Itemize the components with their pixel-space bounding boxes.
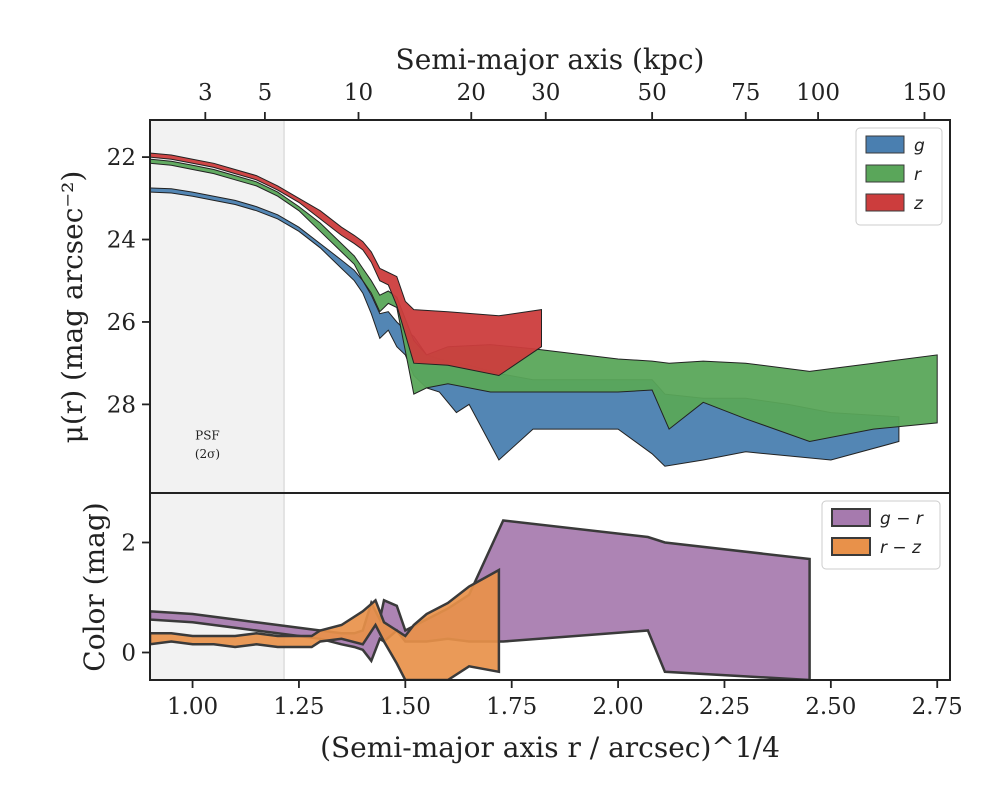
x-axis-label: (Semi-major axis r / arcsec)^1/4: [320, 731, 780, 764]
kpc-tick-label: 10: [344, 80, 373, 106]
x-tick-label: 2.50: [805, 694, 856, 720]
legend-label-g: g: [914, 136, 925, 156]
band-r: [151, 158, 938, 443]
legend-swatch-g: [865, 135, 905, 154]
legend-swatch-g-minus-r: [831, 508, 871, 527]
legend-label-g-minus-r: g − r: [880, 509, 924, 529]
y-tick-label-top: 28: [107, 392, 136, 418]
psf-shaded-region-lower: [150, 493, 285, 680]
color-series: [151, 519, 811, 679]
legends: grz g − r r − z: [821, 127, 943, 570]
top-axis-label: Semi-major axis (kpc): [396, 43, 705, 76]
kpc-tick-label: 3: [198, 80, 213, 106]
y-tick-label-top: 22: [107, 145, 136, 171]
psf-label: PSF: [195, 428, 220, 442]
y-axis-label-bottom: Color (mag): [78, 502, 111, 671]
legend-label-r: r: [914, 165, 922, 185]
surface-brightness-series: [151, 152, 938, 467]
x-tick-label: 2.75: [912, 694, 963, 720]
legend-label-z: z: [913, 194, 924, 214]
axis-ticks: 22 24 26 28 0 2 1.00 1.25 1.50 1.75 2.00 2.25 2.50 2.…: [107, 80, 963, 720]
kpc-tick-label: 100: [796, 80, 840, 106]
kpc-tick-label: 5: [258, 80, 273, 106]
y-axis-label-top: μ(r) (mag arcsec⁻²): [56, 171, 89, 444]
legend-label-r-minus-z: r − z: [880, 538, 922, 558]
y-tick-label-bottom: 0: [121, 641, 136, 667]
kpc-tick-label: 30: [531, 80, 560, 106]
kpc-tick-label: 50: [637, 80, 666, 106]
psf-sigma-label: (2σ): [195, 447, 220, 461]
x-tick-label: 2.25: [699, 694, 750, 720]
legend-swatch-z: [865, 193, 905, 212]
kpc-tick-label: 75: [731, 80, 760, 106]
band-r-minus-z: [151, 567, 501, 679]
y-tick-label-bottom: 2: [121, 531, 136, 557]
bottom-axes-frame: [149, 492, 951, 681]
legend-swatch-r-minus-z: [831, 537, 871, 556]
x-tick-label: 1.75: [486, 694, 537, 720]
x-tick-label: 1.00: [167, 694, 218, 720]
band-g: [151, 187, 900, 467]
legend-swatch-r: [865, 164, 905, 183]
band-z: [151, 152, 542, 377]
x-tick-label: 2.00: [592, 694, 643, 720]
kpc-tick-label: 20: [457, 80, 486, 106]
y-tick-label-top: 26: [107, 310, 136, 336]
x-tick-label: 1.25: [273, 694, 324, 720]
kpc-tick-label: 150: [903, 80, 947, 106]
y-tick-label-top: 24: [107, 228, 136, 254]
x-tick-label: 1.50: [380, 694, 431, 720]
